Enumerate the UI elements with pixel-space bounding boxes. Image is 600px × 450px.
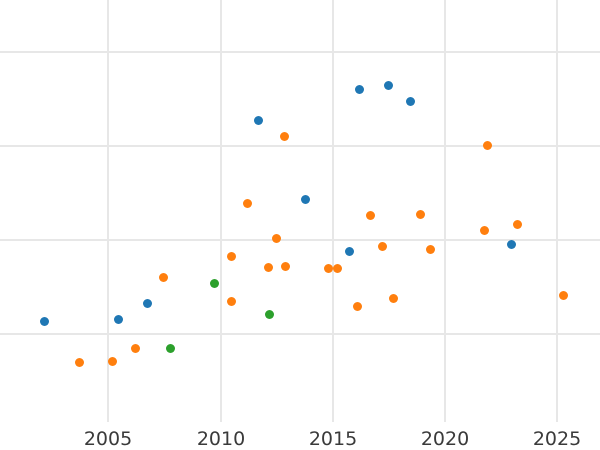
gridline-vertical <box>556 0 558 422</box>
x-axis-tick-label: 2025 <box>532 428 582 450</box>
data-point-series-orange <box>352 301 362 311</box>
data-point-series-green <box>165 343 175 353</box>
data-point-series-green <box>209 278 219 288</box>
gridline-horizontal <box>0 333 600 335</box>
x-axis-tick-label: 2005 <box>83 428 133 450</box>
data-point-series-blue <box>39 316 49 326</box>
data-point-series-orange <box>107 356 117 366</box>
data-point-series-orange <box>279 131 289 141</box>
data-point-series-blue <box>506 239 516 249</box>
gridline-horizontal <box>0 145 600 147</box>
data-point-series-orange <box>242 198 252 208</box>
data-point-series-blue <box>383 80 393 90</box>
data-point-series-orange <box>130 343 140 353</box>
data-point-series-blue <box>300 194 310 204</box>
data-point-series-orange <box>74 357 84 367</box>
data-point-series-orange <box>479 225 489 235</box>
data-point-series-orange <box>558 290 568 300</box>
data-point-series-orange <box>388 293 398 303</box>
data-point-series-orange <box>332 263 342 273</box>
data-point-series-blue <box>113 314 123 324</box>
gridline-vertical <box>220 0 222 422</box>
gridline-horizontal <box>0 51 600 53</box>
data-point-series-orange <box>323 263 333 273</box>
x-axis-tick-label: 2010 <box>196 428 246 450</box>
data-point-series-blue <box>253 115 263 125</box>
data-point-series-orange <box>377 241 387 251</box>
data-point-series-orange <box>482 140 492 150</box>
data-point-series-orange <box>280 261 290 271</box>
data-point-series-orange <box>158 272 168 282</box>
data-point-series-blue <box>142 298 152 308</box>
data-point-series-orange <box>226 251 236 261</box>
data-point-series-blue <box>405 96 415 106</box>
x-axis-tick-label: 2015 <box>308 428 358 450</box>
data-point-series-green <box>264 309 274 319</box>
data-point-series-orange <box>271 233 281 243</box>
gridline-horizontal <box>0 239 600 241</box>
gridline-vertical <box>107 0 109 422</box>
data-point-series-orange <box>365 210 375 220</box>
gridline-vertical <box>444 0 446 422</box>
data-point-series-blue <box>354 84 364 94</box>
data-point-series-orange <box>226 296 236 306</box>
data-point-series-orange <box>415 209 425 219</box>
data-point-series-orange <box>512 219 522 229</box>
data-point-series-orange <box>425 244 435 254</box>
data-point-series-orange <box>263 262 273 272</box>
gridline-vertical <box>332 0 334 422</box>
data-point-series-blue <box>344 246 354 256</box>
x-axis-tick-label: 2020 <box>420 428 470 450</box>
